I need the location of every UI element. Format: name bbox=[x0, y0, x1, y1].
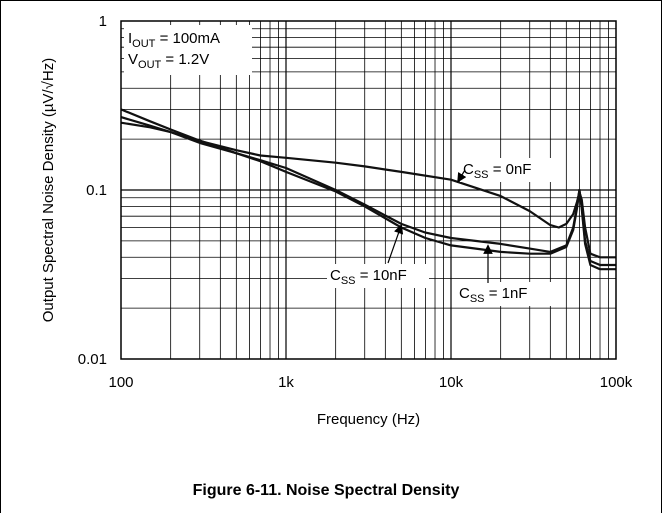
series-curves bbox=[120, 108, 616, 271]
x-tick-label: 100 bbox=[108, 374, 133, 391]
annotation-background bbox=[456, 282, 558, 306]
annotation-arrow bbox=[387, 223, 404, 264]
conditions-background bbox=[124, 25, 252, 75]
series-annotations: CSS = 0nF CSS = 1nF CSS = 10nF bbox=[327, 158, 562, 306]
y-tick-label: 0.1 bbox=[86, 182, 107, 199]
tick-labels: 100 1k 10k 100k 0.01 0.1 1 bbox=[78, 13, 633, 391]
x-tick-label: 100k bbox=[600, 374, 633, 391]
condition-text: IOUT = 100mA bbox=[128, 30, 220, 50]
annotation-arrow bbox=[457, 169, 467, 183]
x-axis-title: Frequency (Hz) bbox=[317, 411, 420, 428]
x-tick-label: 1k bbox=[278, 374, 294, 391]
series-label-1: CSS = 1nF bbox=[459, 285, 527, 305]
x-tick-label: 10k bbox=[439, 374, 464, 391]
y-tick-label: 0.01 bbox=[78, 351, 107, 368]
annotation-background bbox=[327, 264, 429, 288]
plot-area bbox=[120, 20, 617, 360]
y-axis-title: Output Spectral Noise Density (µV/√Hz) bbox=[40, 58, 57, 322]
series-line-2 bbox=[120, 108, 616, 271]
series-label-2: CSS = 10nF bbox=[330, 267, 407, 287]
y-tick-label: 1 bbox=[99, 13, 107, 30]
annotation-background bbox=[460, 158, 562, 182]
condition-text: VOUT = 1.2V bbox=[128, 51, 209, 71]
figure-caption: Figure 6-11. Noise Spectral Density bbox=[193, 482, 460, 499]
grid-lines bbox=[121, 21, 616, 359]
series-label-0: CSS = 0nF bbox=[463, 161, 531, 181]
